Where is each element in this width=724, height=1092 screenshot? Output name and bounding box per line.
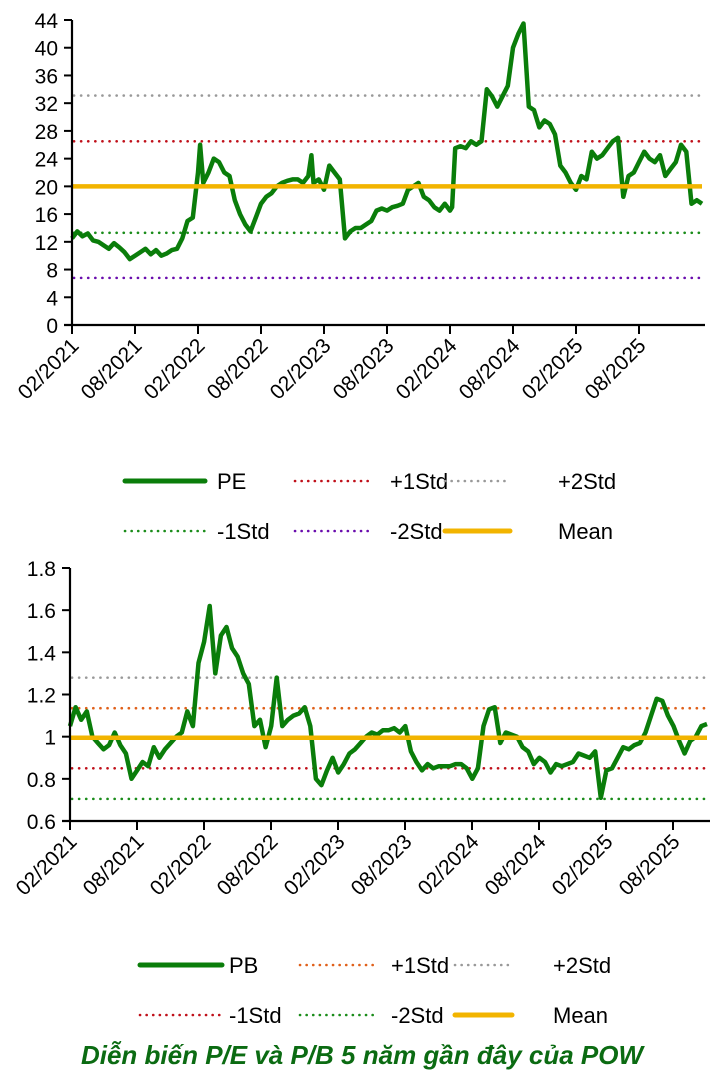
pe-x-tick-label: 08/2022 [203, 334, 273, 404]
pb-legend: PB +1Std +2Std -1Std -2Std Mean [137, 953, 611, 1028]
pb-y-tick-label: 1 [44, 727, 56, 750]
pe-y-tick-label: 20 [35, 176, 58, 199]
pe-legend-item-pe: PE [122, 469, 246, 494]
pb-x-tick-label: 02/2025 [548, 830, 618, 900]
pe-y-tick-label: 12 [35, 232, 58, 255]
pb-legend-item-mean: Mean [452, 1003, 608, 1028]
pb-legend-label: +1Std [391, 953, 449, 978]
pb-y-tick-label: 1.2 [27, 685, 56, 708]
pe-y-tick-label: 24 [35, 149, 59, 172]
pe-x-tick-label: 08/2023 [329, 334, 399, 404]
pb-x-tick-label: 02/2023 [280, 830, 350, 900]
pe-x-tick-label: 02/2025 [518, 334, 588, 404]
pe-legend-label: +2Std [558, 469, 616, 494]
pb-y-tick-labels: 0.6 0.8 1 1.2 1.4 1.6 1.8 [27, 558, 57, 834]
pe-y-tick-label: 4 [46, 287, 58, 310]
pe-legend: PE +1Std +2Std -1Std -2Std Mean [122, 469, 616, 544]
pe-legend-label: PE [217, 469, 246, 494]
pb-x-tick-labels: 02/202108/202102/202208/202202/202308/20… [12, 830, 685, 900]
pb-x-tick-label: 02/2024 [414, 830, 484, 900]
pe-y-tick-labels: 0 4 8 12 16 20 24 28 32 36 40 44 [35, 10, 59, 338]
pe-axes [64, 19, 705, 334]
pb-y-tick-label: 0.6 [27, 811, 56, 834]
pe-y-tick-label: 44 [35, 10, 59, 33]
pe-series-line [70, 21, 704, 262]
pe-y-tick-label: 36 [35, 65, 58, 88]
pe-y-tick-label: 40 [35, 38, 58, 61]
pb-legend-label: PB [229, 953, 258, 978]
pb-legend-label: -1Std [229, 1003, 282, 1028]
pb-x-tick-label: 08/2025 [615, 830, 685, 900]
pe-y-tick-label: 8 [46, 260, 58, 283]
pb-legend-item-minus1std: -1Std [138, 1003, 282, 1028]
pb-legend-label: Mean [553, 1003, 608, 1028]
pb-legend-item-plus1std: +1Std [298, 953, 449, 978]
pe-legend-item-minus1std: -1Std [123, 519, 270, 544]
pe-y-tick-label: 0 [46, 315, 58, 338]
pe-y-tick-label: 28 [35, 121, 58, 144]
pb-x-tick-label: 08/2024 [481, 830, 551, 900]
pb-y-tick-label: 1.4 [27, 642, 57, 665]
pb-legend-item-minus2std: -2Std [298, 1003, 444, 1028]
pb-x-tick-label: 08/2023 [347, 830, 417, 900]
pe-x-tick-label: 02/2023 [266, 334, 336, 404]
pb-axes [62, 567, 710, 830]
pb-x-tick-label: 02/2022 [146, 830, 216, 900]
pe-legend-label: Mean [558, 519, 613, 544]
pb-legend-item-pb: PB [137, 953, 258, 978]
pe-legend-item-minus2std: -2Std [293, 519, 443, 544]
pb-x-tick-label: 08/2021 [79, 830, 149, 900]
pe-y-tick-label: 32 [35, 93, 58, 116]
pb-reference-lines [70, 676, 709, 801]
pb-series-line [67, 603, 708, 801]
pb-y-tick-label: 0.8 [27, 769, 56, 792]
pe-x-tick-label: 08/2025 [581, 334, 651, 404]
pb-y-tick-label: 1.8 [27, 558, 56, 581]
pe-y-tick-label: 16 [35, 204, 58, 227]
pe-x-tick-labels: 02/202108/202102/202208/202202/202308/20… [14, 334, 651, 404]
pe-x-tick-label: 02/2021 [14, 334, 84, 404]
pb-x-tick-label: 08/2022 [213, 830, 283, 900]
pe-x-tick-label: 02/2024 [392, 334, 462, 404]
pe-legend-item-plus2std: +2Std [443, 469, 616, 494]
pb-legend-item-plus2std: +2Std [453, 953, 611, 978]
pe-x-tick-label: 02/2022 [140, 334, 210, 404]
pe-x-tick-label: 08/2024 [455, 334, 525, 404]
pb-legend-label: +2Std [553, 953, 611, 978]
pe-legend-label: -1Std [217, 519, 270, 544]
pb-y-tick-label: 1.6 [27, 600, 56, 623]
figure-caption: Diễn biến P/E và P/B 5 năm gần đây của P… [80, 1040, 644, 1070]
pe-x-tick-label: 08/2021 [77, 334, 147, 404]
pb-legend-label: -2Std [391, 1003, 444, 1028]
pe-legend-label: +1Std [390, 469, 448, 494]
pe-legend-item-plus1std: +1Std [293, 469, 448, 494]
pe-legend-item-mean: Mean [442, 519, 613, 544]
pe-legend-label: -2Std [390, 519, 443, 544]
pb-x-tick-label: 02/2021 [12, 830, 82, 900]
